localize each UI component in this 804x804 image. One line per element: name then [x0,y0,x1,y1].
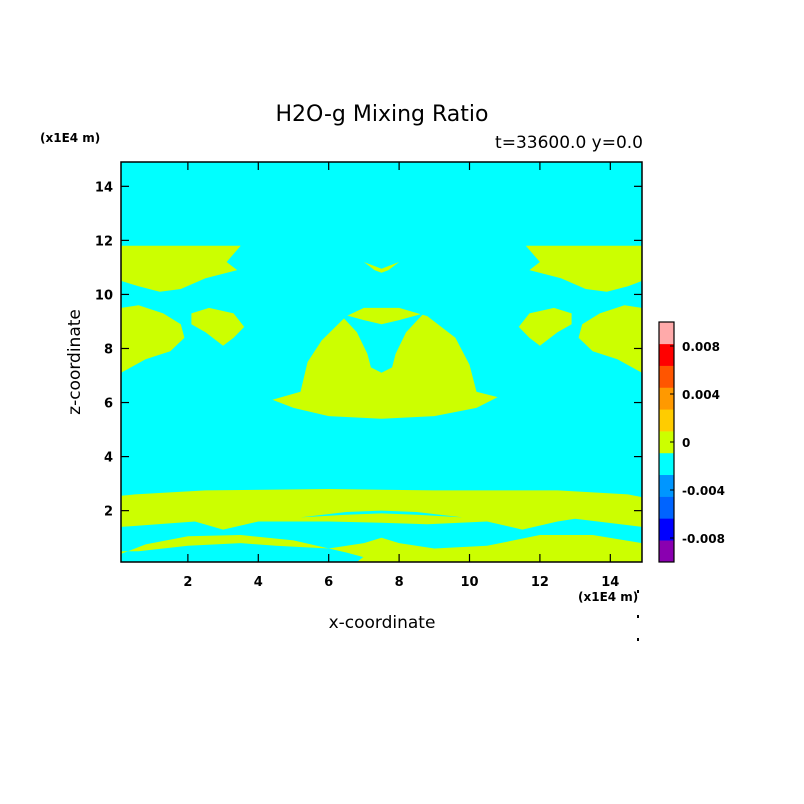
colorbar-swatch [659,452,674,476]
colorbar-swatch [659,343,674,366]
chart-title: H2O-g Mixing Ratio [276,102,489,127]
colorbar-swatch [659,431,674,454]
colorbar-tick-label: 0 [682,436,690,450]
y-axis-label: z-coordinate [65,309,85,415]
y-unit-label: (x1E4 m) [40,131,100,145]
colorbar-tick-label: -0.008 [682,532,725,546]
contour-regions [121,245,642,562]
x-axis-label: x-coordinate [329,613,436,633]
colorbar-tick-label: 0.004 [682,388,720,402]
colorbar-swatch [659,365,674,388]
colorbar-swatch [659,322,674,345]
contour-region-lower-band [121,489,642,530]
colorbar-swatch [659,409,674,432]
x-tick-label: 10 [460,575,478,590]
colorbar-swatch [659,496,674,519]
x-tick-label: 4 [254,575,263,590]
colorbar-swatch [659,540,674,563]
contour-region-central-inner [339,313,424,373]
y-tick-label: 2 [104,505,113,520]
y-ticks: 2 4 6 8 10 12 14 [95,180,642,520]
contour-region-thin-ribbon [314,514,452,522]
y-tick-label: 10 [95,288,113,303]
contour-region-bottom-center-arch [356,547,407,562]
x-unit-label: (x1E4 m) [578,590,638,604]
y-tick-label: 12 [95,234,113,249]
contour-region-left-small [191,307,245,346]
contour-region-left-upper [121,245,241,292]
x-tick-label: 2 [183,575,192,590]
plot-area [120,161,643,563]
colorbar-swatch [659,387,674,410]
x-tick-label: 14 [601,575,619,590]
contour-region-right-upper [525,245,642,292]
y-tick-label: 6 [104,397,113,412]
x-ticks: 2 4 6 8 10 12 14 [183,162,619,590]
contour-region-top-small [363,262,400,273]
colorbar-swatch [659,518,674,541]
contour-region-right-small [518,307,572,346]
x-tick-label: 12 [531,575,549,590]
colorbar-tick-label: 0.008 [682,340,720,354]
contour-region-lower-band-gap [300,510,463,518]
plot-frame [120,161,643,563]
x-tick-label: 6 [324,575,333,590]
chart-subtitle: t=33600.0 y=0.0 [495,133,643,153]
y-tick-label: 14 [95,180,113,195]
colorbar-swatch [659,474,674,497]
y-tick-label: 4 [104,451,113,466]
contour-region-left-side [121,305,185,373]
y-tick-label: 8 [104,342,113,357]
colorbar: 0.008 0.004 0 -0.004 -0.008 [658,321,725,563]
x-tick-label: 8 [395,575,404,590]
colorbar-tick-label: -0.004 [682,484,725,498]
contour-region-right-side [578,305,642,373]
